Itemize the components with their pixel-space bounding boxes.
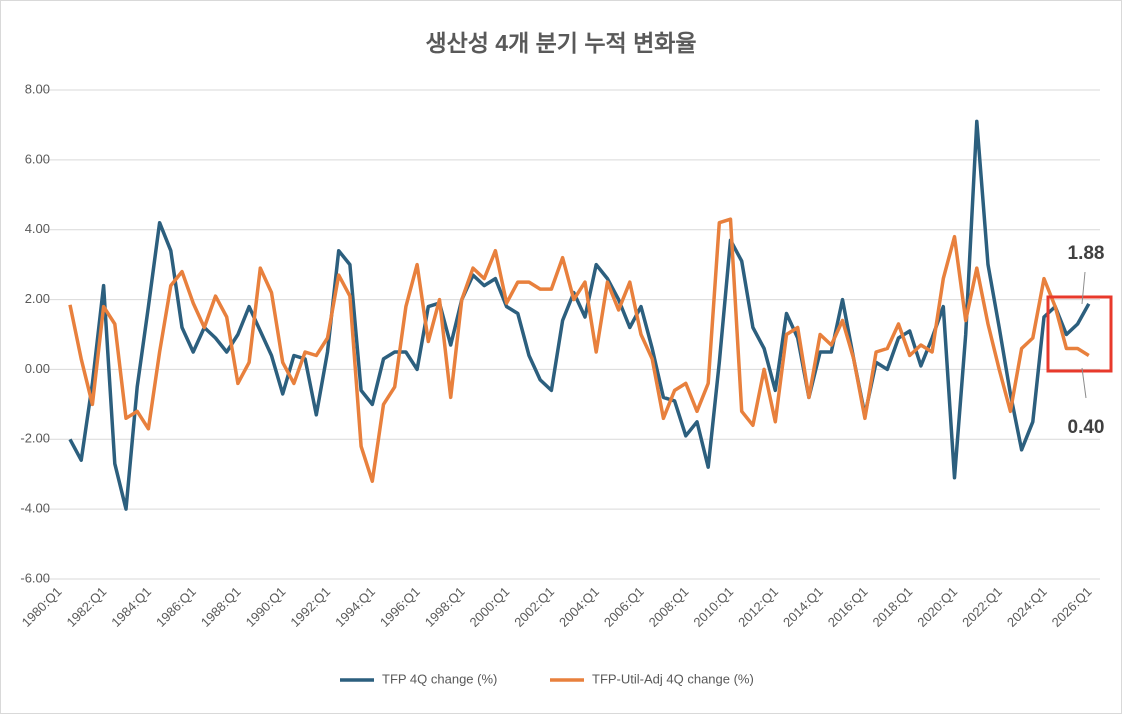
- annotation: 0.40: [1068, 417, 1105, 438]
- y-tick-label: -2.00: [20, 431, 50, 446]
- chart-title: 생산성 4개 분기 누적 변화율: [425, 30, 696, 56]
- leader-line: [1081, 367, 1087, 399]
- y-tick-label: 6.00: [25, 151, 50, 166]
- y-tick-label: 2.00: [25, 291, 50, 306]
- legend-label: TFP 4Q change (%): [382, 671, 497, 686]
- legend-label: TFP-Util-Adj 4Q change (%): [592, 671, 754, 686]
- legend: TFP 4Q change (%) TFP-Util-Adj 4Q change …: [340, 671, 754, 686]
- annotation: 1.88: [1068, 243, 1105, 264]
- y-tick-label: -4.00: [20, 501, 50, 516]
- series-line: [68, 217, 1090, 483]
- y-tick-label: -6.00: [20, 570, 50, 585]
- highlight-box: [1046, 295, 1113, 373]
- y-tick-label: 4.00: [25, 221, 50, 236]
- y-tick-label: 8.00: [25, 81, 50, 96]
- series-line: [68, 119, 1091, 511]
- lines: [68, 119, 1091, 511]
- leader-line: [1081, 271, 1086, 305]
- y-tick-label: 0.00: [25, 361, 50, 376]
